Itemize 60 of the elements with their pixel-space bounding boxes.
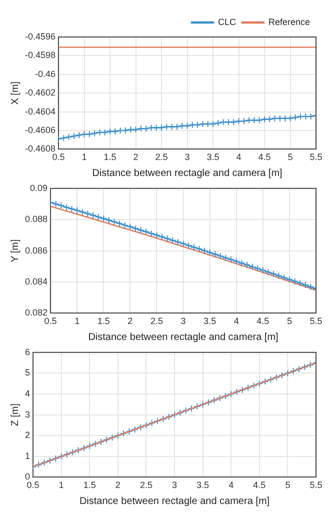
y-tick-label: 0.086 [24,245,48,256]
y-tick-label: 5 [24,368,30,378]
x-tick-label: 2 [115,480,120,490]
x-tick-label: 0.5 [44,316,57,326]
x-tick-label: 4 [234,316,239,326]
y-axis-title: Y [m] [10,239,21,262]
x-tick-label: 5 [286,316,292,326]
y-tick-label: 0.084 [24,276,48,286]
x-axis-title: Distance between rectagle and camera [m] [88,332,279,343]
x-tick-label: 3.5 [206,152,220,162]
x-tick-label: 5.5 [310,480,322,490]
x-tick-label: 5.5 [310,316,322,326]
x-tick-label: 3.5 [204,316,216,326]
y-tick-label: -0.4606 [24,124,56,135]
y-tick-label: 3 [24,409,30,420]
x-tick-label: 2.5 [140,480,152,490]
y-axis-title: X [m] [10,81,21,105]
x-tick-label: 3 [184,152,190,162]
x-tick-label: 4.5 [253,480,266,490]
x-tick-label: 1 [82,152,87,162]
x-tick-label: 3 [172,480,178,490]
x-tick-label: 4 [236,152,242,162]
y-tick-label: 6 [24,346,30,357]
x-tick-label: 2 [133,152,138,162]
x-tick-label: 1.5 [104,152,116,162]
y-tick-label: 2 [24,430,30,440]
x-axis-title: Distance between rectagle and camera [m] [92,168,283,179]
x-tick-label: 1 [58,480,64,490]
x-tick-label: 2.5 [155,152,168,162]
x-axis-title: Distance between rectagle and camera [m] [79,496,270,507]
x-tick-label: 4.5 [258,152,271,162]
x-tick-label: 4 [228,480,234,490]
y-tick-label: -0.4596 [24,31,56,42]
y-tick-label: 1 [24,450,30,461]
x-tick-label: 0.5 [52,152,65,162]
x-tick-label: 1.5 [83,480,96,490]
x-tick-label: 0.5 [26,480,40,490]
x-tick-label: 2 [128,316,133,326]
x-tick-label: 2.5 [150,316,163,326]
x-tick-label: 5 [288,152,293,162]
y-tick-label: 4 [24,388,30,398]
legend-label: Reference [268,16,310,27]
x-tick-label: 5 [285,480,290,490]
x-tick-label: 1.5 [97,316,110,326]
x-tick-label: 3 [180,316,186,326]
x-tick-label: 4.5 [256,316,270,326]
x-tick-label: 1 [74,316,80,326]
y-tick-label: 0.088 [24,214,48,224]
y-tick-label: -0.4598 [24,50,56,60]
y-tick-label: 0.09 [30,182,48,193]
y-tick-label: -0.4602 [24,88,56,98]
y-tick-label: -0.46 [35,68,56,79]
y-tick-label: -0.4604 [24,106,56,116]
y-tick-label: 0.082 [24,308,48,318]
x-tick-label: 3.5 [196,480,210,490]
y-axis-title: Z [m] [10,403,21,426]
y-tick-label: -0.4608 [24,144,56,154]
y-tick-label: 0 [24,472,30,482]
legend-label: CLC [218,16,236,27]
x-tick-label: 5.5 [310,152,322,162]
